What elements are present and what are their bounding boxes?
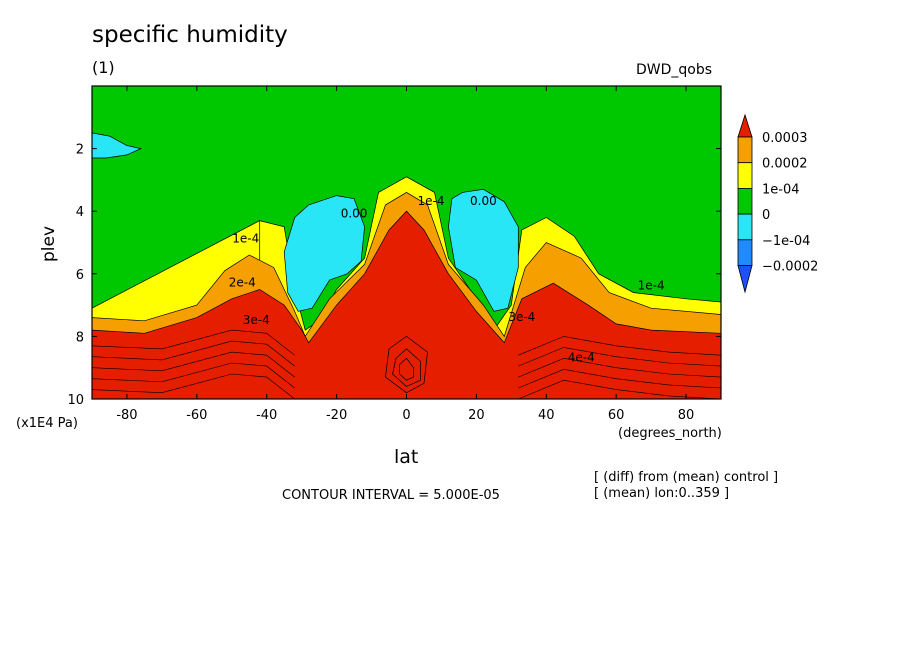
x-tick-label-0: -80 <box>116 408 137 423</box>
inner-contour-1 <box>392 348 421 387</box>
colorbar-segment-2 <box>737 162 753 189</box>
colorbar-segment-1 <box>737 136 753 164</box>
colorbar-label-2: 1e-04 <box>762 182 800 197</box>
y-tick-label-2: 6 <box>76 268 84 283</box>
contour-interval-label: CONTOUR INTERVAL = 5.000E-05 <box>282 488 500 503</box>
contour-line-right-2 <box>518 357 721 378</box>
x-unit-label: (degrees_north) <box>618 426 722 441</box>
colorbar-label-5: −0.0002 <box>762 260 818 275</box>
contour-line-left-4 <box>92 373 295 399</box>
contour-line-right-1 <box>518 347 721 367</box>
x-tick-label-7: 60 <box>608 408 625 423</box>
colorbar-top-arrow <box>737 113 753 138</box>
x-tick-label-1: -60 <box>186 408 207 423</box>
colorbar-segment-3 <box>737 187 753 215</box>
contour-label-7: 3e-4 <box>508 310 535 324</box>
y-axis-label: plev <box>39 226 59 262</box>
colorbar-label-1: 0.0002 <box>762 157 808 172</box>
dataset-label: DWD_qobs <box>636 62 713 78</box>
contour-label-3: 0.00 <box>341 206 368 220</box>
y-tick-label-0: 2 <box>76 143 84 158</box>
x-tick-label-5: 20 <box>468 408 485 423</box>
contour-line-left-1 <box>92 340 295 367</box>
contour-label-5: 1e-4 <box>417 194 444 208</box>
y-tick-label-4: 10 <box>67 393 84 408</box>
colorbar-bottom-arrow <box>737 265 753 294</box>
contour-region-5 <box>283 195 365 312</box>
colorbar-label-0: 0.0003 <box>762 131 808 146</box>
x-axis-label: lat <box>394 446 419 468</box>
chart-subtitle: (1) <box>92 58 115 77</box>
note-diff: [ (diff) from (mean) control ] <box>594 470 779 485</box>
contour-line-left-3 <box>92 362 295 389</box>
contour-line-right-3 <box>518 368 721 389</box>
contour-label-1: 2e-4 <box>229 275 256 289</box>
y-tick-label-1: 4 <box>76 205 84 220</box>
contour-label-2: 3e-4 <box>243 313 270 327</box>
y-tick-label-3: 8 <box>76 330 84 345</box>
contour-label-6: 1e-4 <box>638 278 665 292</box>
chart-title: specific humidity <box>92 22 288 48</box>
contour-line-right-0 <box>518 336 721 356</box>
colorbar-label-4: −1e-04 <box>762 234 810 249</box>
contour-label-0: 1e-4 <box>232 232 259 246</box>
contour-region-4 <box>92 210 721 399</box>
contour-line-left-0 <box>92 329 295 356</box>
x-tick-label-2: -40 <box>256 408 277 423</box>
x-tick-label-3: -20 <box>326 408 347 423</box>
contour-line-left-2 <box>92 351 295 378</box>
contour-region-6 <box>448 188 519 312</box>
contour-region-7 <box>92 132 143 159</box>
colorbar-label-3: 0 <box>762 208 770 223</box>
inner-contour-0 <box>385 335 428 394</box>
contour-label-4: 0.00 <box>470 194 497 208</box>
colorbar-segment-5 <box>737 239 753 266</box>
x-tick-label-6: 40 <box>538 408 555 423</box>
plot-area: 1e-4 2e-4 3e-4 0.00 0.00 1e-4 1e-4 3e-4 4e-4 <box>92 86 721 399</box>
colorbar-segment-4 <box>737 213 753 241</box>
inner-contour-2 <box>399 357 414 381</box>
y-unit-label: (x1E4 Pa) <box>16 416 78 431</box>
contour-label-8: 4e-4 <box>568 350 595 364</box>
x-tick-label-4: 0 <box>402 408 410 423</box>
note-mean: [ (mean) lon:0..359 ] <box>594 486 730 501</box>
x-tick-label-8: 80 <box>678 408 695 423</box>
